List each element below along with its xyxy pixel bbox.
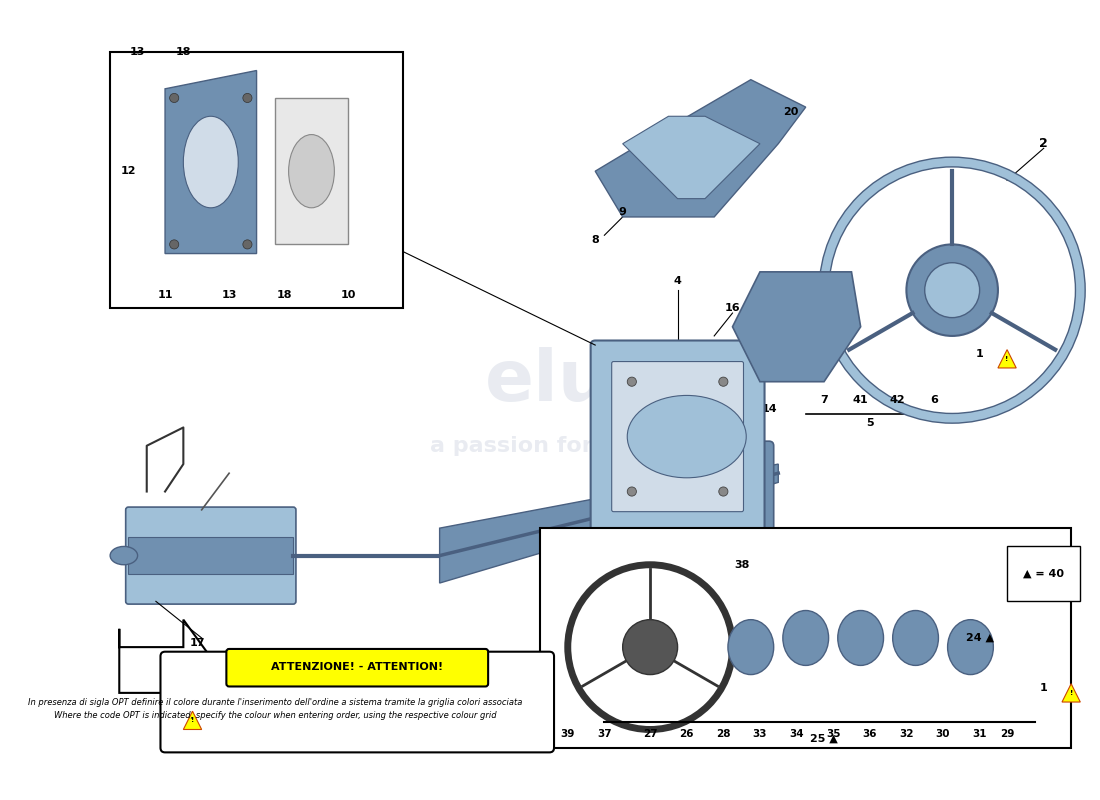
Text: 18: 18: [276, 290, 292, 300]
Ellipse shape: [838, 610, 883, 666]
Text: 32: 32: [899, 729, 914, 739]
Text: 42: 42: [890, 395, 905, 405]
Text: 21: 21: [716, 505, 732, 515]
Text: 20: 20: [783, 106, 799, 117]
Text: 4: 4: [673, 275, 682, 286]
Circle shape: [243, 94, 252, 102]
Polygon shape: [1062, 684, 1080, 702]
Polygon shape: [119, 620, 220, 720]
Text: 28: 28: [716, 729, 730, 739]
Text: elusp: elusp: [485, 347, 705, 416]
Ellipse shape: [728, 620, 773, 674]
Text: In presenza di sigla OPT definire il colore durante l'inserimento dell'ordine a : In presenza di sigla OPT definire il col…: [28, 698, 522, 706]
Circle shape: [627, 377, 637, 386]
FancyBboxPatch shape: [110, 52, 403, 309]
Text: 3: 3: [967, 303, 975, 314]
Text: 16: 16: [725, 303, 740, 314]
Text: 8: 8: [592, 235, 600, 245]
Text: 30: 30: [936, 729, 950, 739]
Text: 18: 18: [176, 47, 191, 58]
Text: 6: 6: [930, 395, 938, 405]
Polygon shape: [623, 116, 760, 198]
Text: 41: 41: [852, 395, 869, 405]
Polygon shape: [129, 538, 294, 574]
Text: 37: 37: [597, 729, 612, 739]
Text: 22: 22: [744, 459, 759, 469]
Text: 19: 19: [651, 592, 667, 602]
Circle shape: [169, 240, 179, 249]
Text: 38: 38: [734, 560, 749, 570]
Text: 27: 27: [642, 729, 658, 739]
Circle shape: [169, 94, 179, 102]
Text: 9: 9: [618, 207, 627, 218]
FancyBboxPatch shape: [227, 649, 488, 686]
Circle shape: [243, 240, 252, 249]
Text: 23: 23: [651, 569, 667, 579]
Ellipse shape: [947, 620, 993, 674]
Text: 26: 26: [680, 729, 694, 739]
Text: 24 ▲: 24 ▲: [966, 633, 993, 643]
Circle shape: [925, 262, 980, 318]
Text: 1: 1: [976, 350, 983, 359]
FancyBboxPatch shape: [591, 341, 764, 533]
Text: 34: 34: [790, 729, 804, 739]
Text: 31: 31: [972, 729, 987, 739]
Circle shape: [718, 377, 728, 386]
Ellipse shape: [184, 116, 239, 208]
Text: 11: 11: [157, 290, 173, 300]
Text: 29: 29: [1000, 729, 1014, 739]
Text: !: !: [1069, 690, 1072, 696]
Text: 39: 39: [561, 729, 575, 739]
Text: 33: 33: [752, 729, 767, 739]
FancyBboxPatch shape: [161, 652, 554, 752]
Ellipse shape: [783, 610, 828, 666]
Text: 17: 17: [189, 638, 205, 647]
Text: !: !: [191, 718, 194, 723]
Text: 13: 13: [221, 290, 236, 300]
Ellipse shape: [110, 546, 138, 565]
Text: ▲ = 40: ▲ = 40: [1023, 569, 1064, 579]
FancyBboxPatch shape: [125, 507, 296, 604]
Text: 25 ▲: 25 ▲: [811, 734, 838, 744]
Text: 14: 14: [761, 404, 777, 414]
Ellipse shape: [288, 134, 334, 208]
Text: 15: 15: [596, 367, 612, 378]
Text: a passion for performance: a passion for performance: [430, 436, 761, 456]
Circle shape: [718, 487, 728, 496]
Text: 13: 13: [130, 47, 145, 58]
FancyBboxPatch shape: [540, 528, 1071, 748]
Text: Where the code OPT is indicated, specify the colour when entering order, using t: Where the code OPT is indicated, specify…: [54, 711, 496, 720]
Text: 10: 10: [340, 290, 355, 300]
Text: 7: 7: [821, 395, 828, 405]
Polygon shape: [733, 272, 860, 382]
Polygon shape: [440, 464, 779, 583]
Text: 35: 35: [826, 729, 840, 739]
Ellipse shape: [893, 610, 938, 666]
Text: 15: 15: [734, 367, 749, 378]
Polygon shape: [998, 350, 1016, 368]
Circle shape: [623, 620, 678, 674]
Ellipse shape: [614, 382, 760, 491]
Polygon shape: [165, 70, 256, 254]
Circle shape: [627, 487, 637, 496]
Polygon shape: [184, 711, 201, 730]
FancyBboxPatch shape: [637, 441, 773, 560]
Text: ATTENZIONE! - ATTENTION!: ATTENZIONE! - ATTENTION!: [272, 662, 443, 672]
Text: !: !: [1005, 356, 1009, 362]
FancyBboxPatch shape: [1008, 546, 1080, 602]
Circle shape: [906, 245, 998, 336]
Text: 1: 1: [1040, 683, 1047, 694]
Ellipse shape: [627, 395, 746, 478]
Polygon shape: [595, 80, 805, 217]
Text: 12: 12: [121, 166, 136, 176]
Polygon shape: [275, 98, 348, 245]
Text: 5: 5: [866, 418, 873, 428]
Text: 2: 2: [1040, 138, 1048, 150]
Text: 36: 36: [862, 729, 877, 739]
FancyBboxPatch shape: [612, 362, 744, 512]
